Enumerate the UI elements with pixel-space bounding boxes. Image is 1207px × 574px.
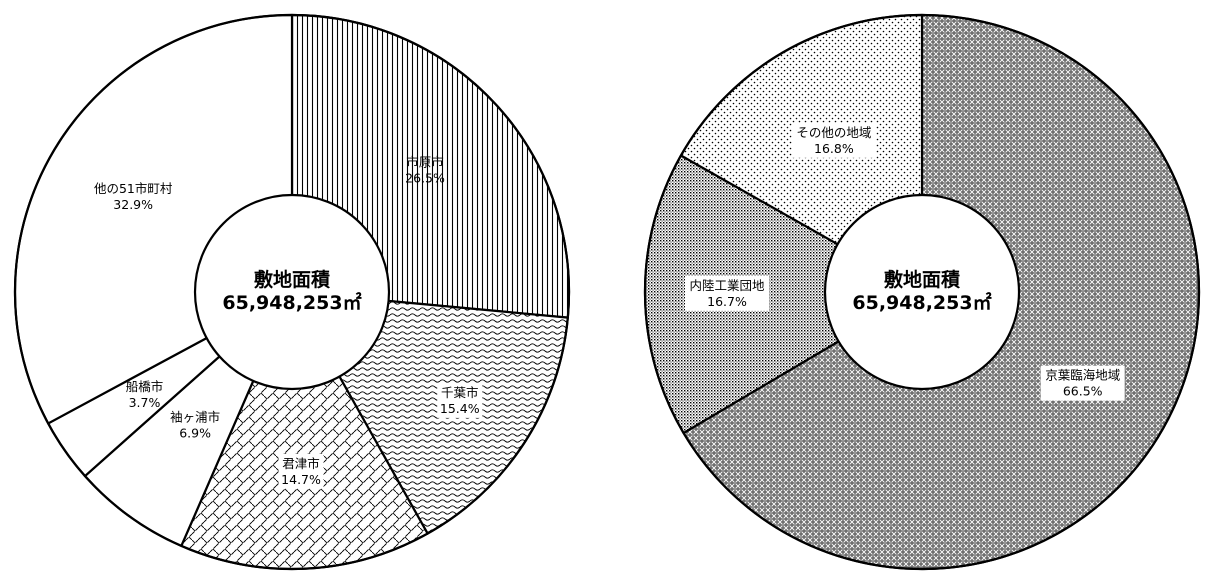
slice-name-label: 君津市 [282,456,320,471]
slice-label-background [685,275,770,311]
slice-value-label: 16.7% [707,294,747,309]
center-total-value: 65,948,253㎡ [222,291,361,314]
center-total-value: 65,948,253㎡ [852,291,991,314]
slice-value-label: 32.9% [113,197,153,212]
slice-value-label: 14.7% [281,472,321,487]
slice-name-label: 京葉臨海地域 [1045,368,1120,383]
slice-label-background [437,382,483,418]
pie-outline [13,13,571,571]
slice-value-label: 3.7% [129,395,161,410]
slice-name-label: 内陸工業団地 [690,278,766,293]
slice-name-label: 千葉市 [441,385,479,400]
slice-name-label: その他の地域 [796,125,871,140]
center-hole [823,193,1021,391]
slice-name-label: 他の51市町村 [94,181,173,196]
slice-name-label: 市原市 [406,155,444,170]
slice-label-background [278,453,324,489]
slice-name-label: 袖ヶ浦市 [170,410,220,425]
slice-value-label: 26.5% [405,171,445,186]
center-hole [193,193,391,391]
slice-label-background [791,122,876,158]
pie-outline [643,13,1201,571]
slice-label-background [1040,365,1125,401]
slice-value-label: 16.8% [814,141,854,156]
slice-value-label: 15.4% [440,401,480,416]
slice-value-label: 6.9% [179,426,211,441]
center-title: 敷地面積 [884,268,960,291]
slice-name-label: 船橋市 [126,379,164,394]
pie-chart-by-city: 市原市26.5%千葉市15.4%君津市14.7%袖ヶ浦市6.9%船橋市3.7%他… [13,13,571,571]
center-title: 敷地面積 [254,268,330,291]
slice-value-label: 66.5% [1063,384,1103,399]
